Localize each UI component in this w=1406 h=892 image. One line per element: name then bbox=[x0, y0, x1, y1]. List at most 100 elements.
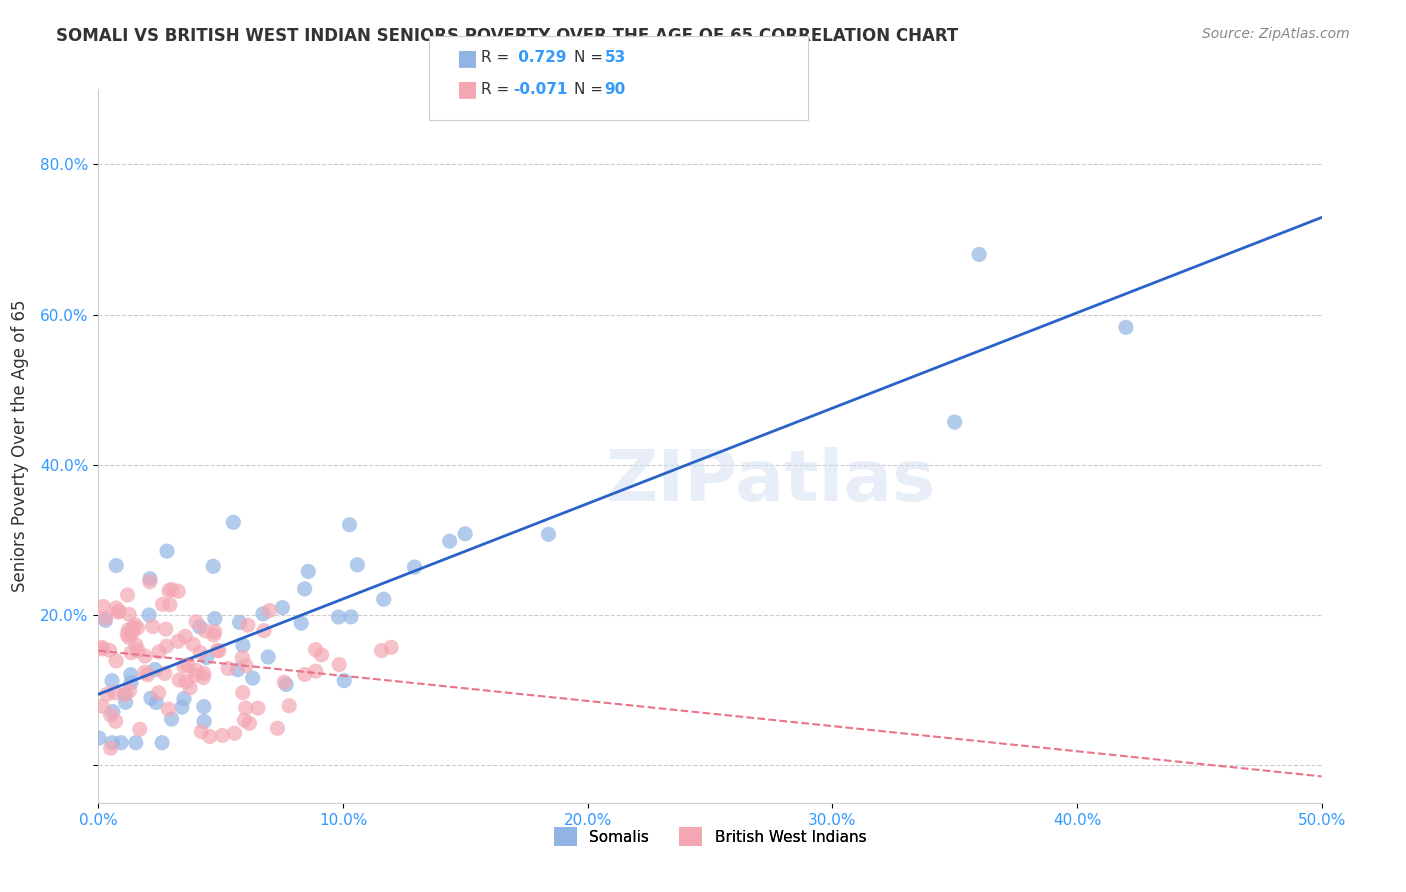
Text: 0.729: 0.729 bbox=[513, 51, 567, 65]
Point bbox=[304, 642, 326, 657]
Y-axis label: Seniors Poverty Over the Age of 65: Seniors Poverty Over the Age of 65 bbox=[11, 300, 30, 592]
Point bbox=[173, 659, 195, 673]
Point bbox=[160, 582, 183, 597]
Point bbox=[91, 640, 114, 655]
Point bbox=[118, 607, 141, 622]
Point bbox=[104, 714, 127, 729]
Point bbox=[224, 726, 246, 740]
Point bbox=[311, 648, 333, 662]
Point bbox=[117, 623, 139, 637]
Point bbox=[167, 673, 190, 687]
Text: SOMALI VS BRITISH WEST INDIAN SENIORS POVERTY OVER THE AGE OF 65 CORRELATION CHA: SOMALI VS BRITISH WEST INDIAN SENIORS PO… bbox=[56, 27, 959, 45]
Point bbox=[143, 663, 166, 677]
Point bbox=[155, 639, 177, 653]
Point bbox=[94, 611, 117, 625]
Point bbox=[167, 584, 190, 599]
Point bbox=[121, 626, 143, 640]
Point bbox=[100, 707, 122, 722]
Text: ZIPatlas: ZIPatlas bbox=[606, 447, 936, 516]
Point bbox=[91, 641, 114, 656]
Point bbox=[107, 605, 129, 619]
Point bbox=[157, 702, 180, 716]
Point bbox=[346, 558, 368, 572]
Point bbox=[122, 622, 145, 636]
Point bbox=[259, 603, 281, 617]
Point bbox=[139, 572, 162, 586]
Point bbox=[294, 582, 316, 596]
Point bbox=[226, 663, 249, 677]
Point bbox=[176, 657, 198, 672]
Point bbox=[193, 666, 215, 681]
Point bbox=[253, 624, 276, 638]
Point bbox=[118, 683, 141, 698]
Point bbox=[1115, 320, 1137, 334]
Point bbox=[380, 640, 402, 655]
Point bbox=[235, 658, 257, 673]
Point bbox=[454, 526, 477, 541]
Point bbox=[252, 607, 274, 621]
Point bbox=[404, 560, 426, 574]
Point bbox=[232, 638, 254, 652]
Point bbox=[271, 600, 294, 615]
Point bbox=[184, 615, 207, 629]
Point bbox=[114, 695, 136, 709]
Point bbox=[134, 665, 156, 680]
Point bbox=[142, 619, 165, 633]
Point bbox=[294, 667, 316, 681]
Point bbox=[152, 597, 174, 611]
Point bbox=[204, 624, 226, 639]
Point bbox=[238, 716, 260, 731]
Point bbox=[333, 673, 356, 688]
Point bbox=[188, 620, 211, 634]
Point bbox=[105, 654, 128, 668]
Point bbox=[101, 736, 124, 750]
Point bbox=[222, 516, 245, 530]
Point bbox=[114, 687, 136, 701]
Text: R =: R = bbox=[481, 82, 515, 96]
Point bbox=[198, 730, 221, 744]
Point bbox=[120, 667, 142, 681]
Point bbox=[233, 713, 256, 727]
Point bbox=[155, 622, 177, 636]
Point bbox=[110, 736, 132, 750]
Point bbox=[136, 667, 159, 681]
Point bbox=[373, 592, 395, 607]
Point bbox=[340, 609, 363, 624]
Point bbox=[537, 527, 560, 541]
Point bbox=[101, 673, 124, 688]
Point bbox=[94, 613, 117, 627]
Text: 53: 53 bbox=[605, 51, 626, 65]
Point bbox=[139, 691, 162, 706]
Point bbox=[159, 598, 181, 612]
Point bbox=[242, 671, 264, 685]
Point bbox=[257, 650, 280, 665]
Point bbox=[193, 699, 215, 714]
Point bbox=[235, 701, 257, 715]
Point bbox=[204, 611, 226, 625]
Point bbox=[328, 610, 350, 624]
Point bbox=[228, 615, 250, 630]
Point bbox=[138, 607, 160, 622]
Point bbox=[246, 701, 269, 715]
Point bbox=[370, 643, 392, 657]
Point bbox=[967, 247, 990, 261]
Point bbox=[211, 728, 233, 742]
Point bbox=[160, 712, 183, 726]
Point bbox=[156, 544, 179, 558]
Text: Source: ZipAtlas.com: Source: ZipAtlas.com bbox=[1202, 27, 1350, 41]
Point bbox=[181, 637, 204, 651]
Point bbox=[101, 705, 124, 719]
Point bbox=[194, 624, 217, 638]
Point bbox=[297, 565, 319, 579]
Text: N =: N = bbox=[574, 82, 607, 96]
Point bbox=[148, 645, 170, 659]
Point bbox=[125, 736, 148, 750]
Point bbox=[184, 668, 207, 682]
Point bbox=[170, 700, 193, 714]
Point bbox=[91, 599, 114, 614]
Point bbox=[190, 724, 212, 739]
Point bbox=[207, 643, 229, 657]
Text: ■: ■ bbox=[457, 79, 478, 99]
Point bbox=[231, 650, 253, 665]
Point bbox=[87, 731, 110, 745]
